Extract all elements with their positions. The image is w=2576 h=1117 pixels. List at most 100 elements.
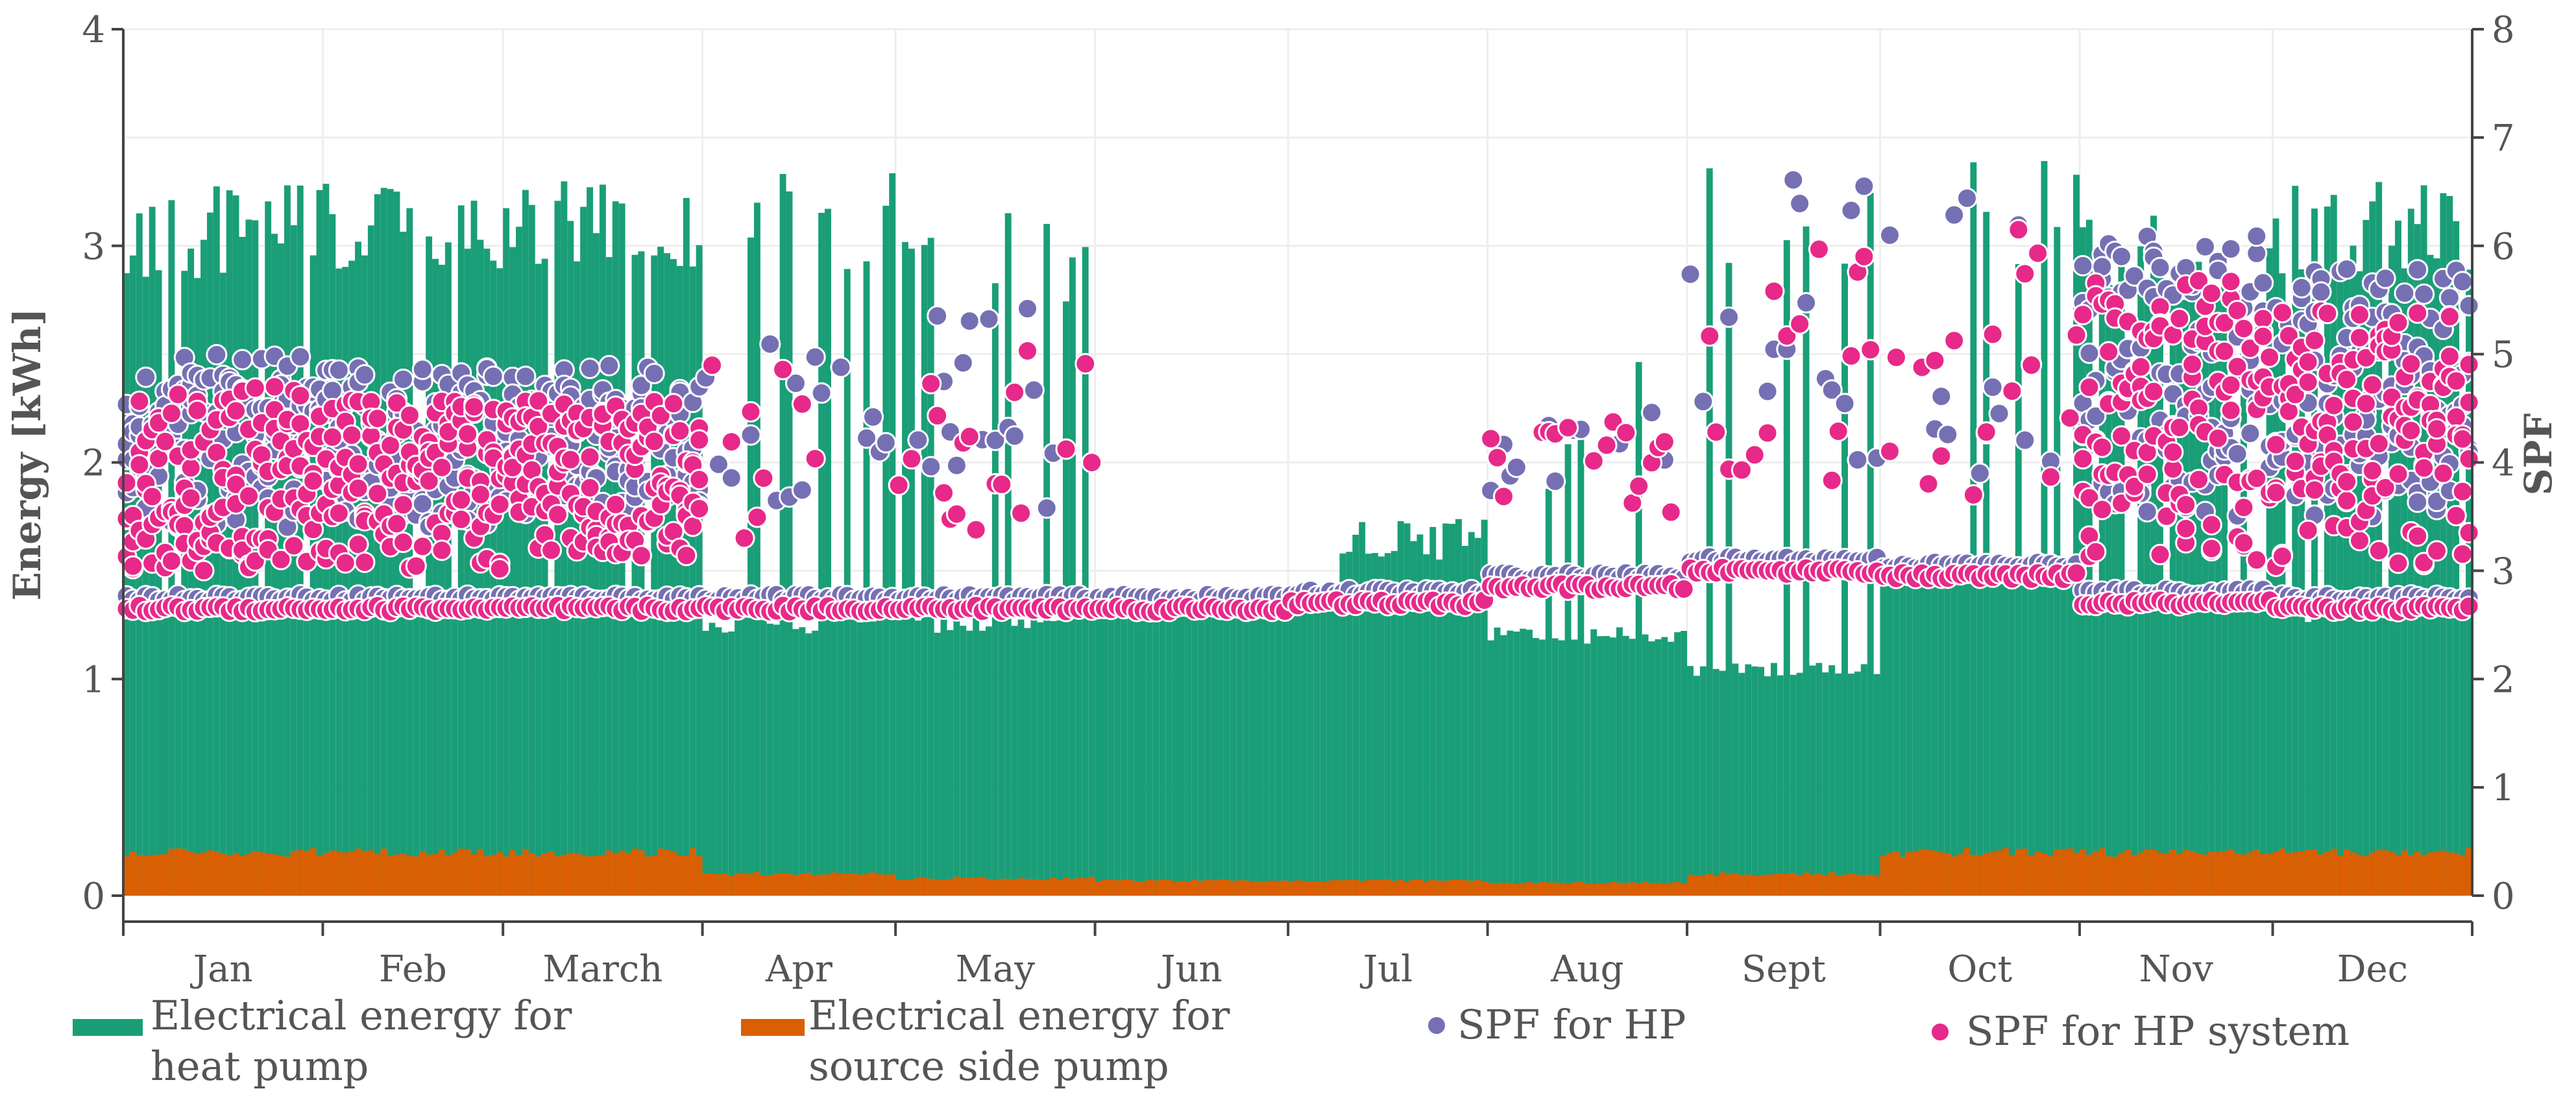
hp-energy-bar (1597, 636, 1604, 896)
hp-energy-bar (2234, 586, 2241, 896)
spf-system-point (688, 429, 711, 451)
spf-system-point (662, 393, 685, 415)
y-left-tick-label: 1 (82, 659, 105, 701)
hp-energy-bar (1860, 664, 1867, 896)
source-pump-bar (2028, 855, 2035, 896)
source-pump-bar (239, 855, 246, 896)
spf-system-point (2374, 476, 2396, 498)
source-pump-bar (741, 873, 748, 896)
spf-hp-point (598, 354, 620, 376)
spf-system-point (2303, 330, 2326, 352)
hp-energy-bar (1011, 626, 1018, 896)
source-pump-bar (991, 879, 999, 896)
spf-system-point (2297, 519, 2319, 541)
spf-system-point (2387, 463, 2409, 485)
legend-marker-spf-hp (1426, 1014, 1448, 1037)
spf-hp-point (2374, 267, 2396, 289)
spf-system-point (1982, 323, 2004, 345)
hp-energy-bar (1372, 553, 1378, 896)
x-tick-label: Sept (1742, 948, 1826, 990)
source-pump-bar (889, 874, 896, 896)
source-pump-bar (1442, 881, 1450, 896)
source-pump-bar (1282, 880, 1289, 896)
source-pump-bar (1043, 879, 1051, 896)
hp-energy-bar (503, 208, 510, 896)
source-pump-bar (1391, 881, 1398, 896)
source-pump-bar (1088, 876, 1095, 896)
spf-system-point (489, 558, 511, 580)
source-pump-bar (1230, 881, 1237, 896)
hp-energy-bar (1886, 578, 1893, 896)
hp-energy-bar (625, 609, 632, 896)
spf-hp-point (2394, 282, 2416, 304)
source-pump-bar (850, 873, 857, 896)
source-pump-bar (206, 850, 213, 896)
hp-energy-bar (2343, 277, 2350, 896)
source-pump-bar (2279, 848, 2286, 896)
spf-system-point (688, 469, 711, 491)
source-pump-bar (1770, 874, 1777, 896)
hp-energy-bar (741, 617, 748, 896)
source-pump-bar (1590, 883, 1598, 896)
source-pump-bar (702, 873, 709, 896)
spf-system-point (675, 545, 698, 567)
source-pump-bar (979, 876, 986, 896)
hp-energy-bar (960, 626, 967, 896)
spf-system-point (1653, 431, 1675, 453)
hp-energy-bar (1217, 614, 1224, 896)
spf-system-point (2265, 482, 2287, 504)
spf-system-point (1744, 444, 1766, 466)
hp-energy-bar (934, 632, 941, 896)
hp-energy-bar (1571, 639, 1578, 896)
spf-system-point (2368, 539, 2390, 561)
hp-energy-bar (863, 261, 870, 896)
spf-system-point (2387, 552, 2409, 574)
source-pump-bar (1494, 883, 1501, 896)
spf-system-point (2175, 517, 2197, 539)
spf-system-point (958, 426, 980, 448)
spf-system-point (283, 535, 305, 557)
hp-energy-bar (310, 255, 317, 896)
hp-energy-bar (348, 260, 356, 896)
spf-system-point (347, 477, 369, 499)
source-pump-bar (1063, 878, 1069, 896)
source-pump-bar (226, 855, 233, 896)
source-pump-bar (1095, 881, 1102, 896)
spf-system-point (2233, 317, 2255, 339)
spf-system-point (546, 504, 568, 526)
source-pump-bar (554, 856, 561, 896)
source-pump-bar (1075, 878, 1082, 896)
spf-system-point (1486, 447, 1508, 469)
source-pump-bar (593, 855, 600, 896)
source-pump-bar (123, 856, 130, 896)
spf-hp-point (2085, 405, 2107, 427)
legend: Electrical energy for heat pump Electric… (73, 992, 2350, 1090)
source-pump-bar (618, 850, 626, 896)
source-pump-bar (1526, 882, 1533, 896)
spf-system-point (160, 550, 182, 572)
hp-energy-bar (1513, 632, 1520, 896)
source-pump-bar (2150, 849, 2157, 896)
spf-system-point (2014, 263, 2036, 285)
spf-system-point (367, 483, 389, 505)
source-pump-bar (464, 849, 471, 896)
source-pump-bar (779, 872, 786, 896)
hp-energy-bar (837, 620, 844, 896)
spf-system-point (791, 393, 813, 415)
source-pump-bar (2324, 852, 2331, 896)
source-pump-bar (587, 856, 593, 896)
spf-hp-point (958, 310, 980, 332)
y-left-tick-label: 2 (82, 443, 105, 485)
source-pump-bar (1185, 881, 1192, 896)
spf-system-point (682, 515, 704, 537)
hp-energy-bar (1391, 550, 1398, 896)
hp-energy-bar (1101, 602, 1108, 896)
spf-hp-point (945, 454, 967, 476)
spf-system-point (1860, 339, 1882, 361)
hp-energy-bar (1500, 635, 1507, 896)
source-pump-bar (483, 856, 491, 896)
hp-energy-bar (1140, 601, 1147, 896)
legend-swatch-source-pump (741, 1019, 805, 1036)
spf-system-point (2407, 525, 2429, 547)
source-pump-bar (1661, 883, 1668, 896)
